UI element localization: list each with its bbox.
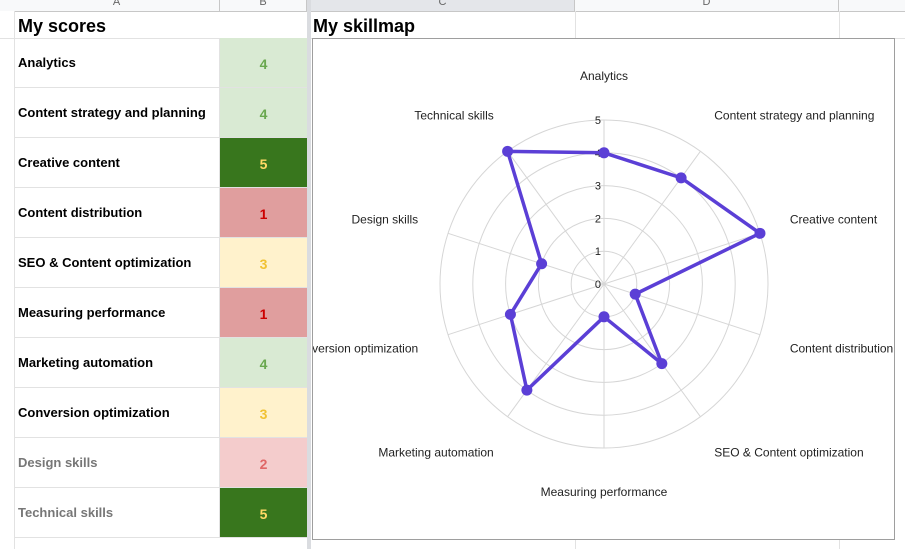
- radial-tick-label: 0: [595, 279, 601, 291]
- radial-tick-label: 2: [595, 213, 601, 225]
- table-row: Design skills 2: [14, 438, 307, 488]
- data-point: [536, 258, 548, 270]
- axis-category-label: Design skills: [351, 213, 418, 227]
- score-cell[interactable]: 1: [220, 188, 307, 237]
- radar-spoke: [603, 283, 761, 336]
- chart-title: My skillmap: [313, 16, 416, 36]
- skill-name-cell[interactable]: Analytics: [14, 38, 220, 87]
- data-point: [598, 147, 610, 159]
- radar-spoke: [603, 283, 701, 417]
- table-row: Analytics 4: [14, 38, 307, 88]
- table-row: Conversion optimization 3: [14, 388, 307, 438]
- row-number-gutter: [0, 11, 15, 549]
- skill-name-cell[interactable]: Content distribution: [14, 188, 220, 237]
- score-cell[interactable]: 4: [220, 38, 307, 87]
- column-header-d[interactable]: D: [575, 0, 839, 11]
- radar-spoke: [447, 283, 605, 336]
- data-point: [754, 227, 766, 239]
- table-row: Content distribution 1: [14, 188, 307, 238]
- axis-category-label: Content distribution: [790, 341, 893, 355]
- radar-spoke: [603, 151, 701, 285]
- scores-title: My scores: [18, 16, 107, 36]
- radar-chart[interactable]: 0 1 2 3 4 5 Analytics Content strategy and plan…: [312, 38, 895, 540]
- score-cell[interactable]: 3: [220, 388, 307, 437]
- radial-tick-label: 1: [595, 246, 601, 258]
- table-row: Marketing automation 4: [14, 338, 307, 388]
- axis-category-label: Analytics: [580, 69, 628, 83]
- radial-tick-label: 3: [595, 181, 601, 193]
- skill-name-cell[interactable]: Content strategy and planning: [14, 88, 220, 137]
- score-cell[interactable]: 1: [220, 288, 307, 337]
- data-point: [656, 358, 668, 370]
- skill-name-cell[interactable]: Conversion optimization: [14, 388, 220, 437]
- score-cell[interactable]: 3: [220, 238, 307, 287]
- skill-name-cell[interactable]: Design skills: [14, 438, 220, 487]
- column-header-bar: A B C D: [0, 0, 905, 12]
- axis-category-label: Conversion optimization: [313, 341, 418, 355]
- radial-tick-label: 5: [595, 115, 601, 127]
- skill-name-cell[interactable]: SEO & Content optimization: [14, 238, 220, 287]
- axis-category-label: Technical skills: [414, 109, 493, 123]
- data-point: [521, 384, 533, 396]
- skill-name-cell[interactable]: Measuring performance: [14, 288, 220, 337]
- table-row: Creative content 5: [14, 138, 307, 188]
- column-header-a[interactable]: A: [14, 0, 220, 11]
- axis-category-label: SEO & Content optimization: [714, 445, 863, 459]
- data-point: [629, 288, 641, 300]
- data-point: [504, 308, 516, 320]
- skill-name-cell[interactable]: Creative content: [14, 138, 220, 187]
- table-row: SEO & Content optimization 3: [14, 238, 307, 288]
- radar-spoke: [507, 283, 605, 417]
- axis-category-label: Measuring performance: [541, 485, 668, 499]
- score-cell[interactable]: 4: [220, 88, 307, 137]
- column-header-b[interactable]: B: [220, 0, 307, 11]
- score-cell[interactable]: 5: [220, 138, 307, 187]
- axis-category-label: Content strategy and planning: [714, 109, 874, 123]
- skill-name-cell[interactable]: Marketing automation: [14, 338, 220, 387]
- table-row: Content strategy and planning 4: [14, 88, 307, 138]
- score-cell[interactable]: 4: [220, 338, 307, 387]
- skill-name-cell[interactable]: Technical skills: [14, 488, 220, 537]
- column-header-c[interactable]: C: [311, 0, 575, 11]
- data-point: [675, 172, 687, 184]
- radar-spoke: [603, 232, 761, 285]
- axis-category-label: Creative content: [790, 213, 878, 227]
- score-cell[interactable]: 2: [220, 438, 307, 487]
- axis-category-label: Marketing automation: [378, 445, 493, 459]
- score-cell[interactable]: 5: [220, 488, 307, 537]
- data-point: [598, 311, 610, 323]
- data-point: [502, 145, 514, 157]
- frozen-column-divider[interactable]: [307, 0, 311, 549]
- table-row: Technical skills 5: [14, 488, 307, 538]
- radar-spoke: [447, 232, 605, 285]
- radar-spoke: [507, 151, 605, 285]
- table-row: Measuring performance 1: [14, 288, 307, 338]
